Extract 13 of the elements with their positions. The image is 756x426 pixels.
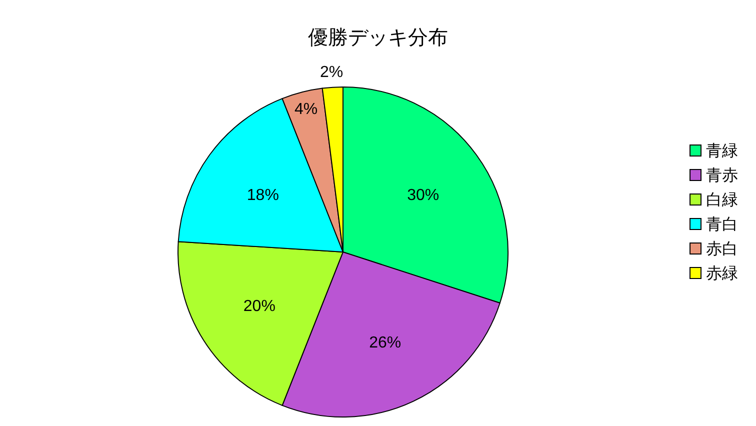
legend-label: 赤白 xyxy=(706,240,738,258)
chart-title: 優勝デッキ分布 xyxy=(308,27,448,49)
legend-label: 青赤 xyxy=(706,166,738,184)
legend-label: 青緑 xyxy=(706,142,738,160)
legend-label: 赤緑 xyxy=(706,264,738,282)
data-label: 30% xyxy=(407,186,440,204)
data-label: 26% xyxy=(369,334,402,352)
data-label: 18% xyxy=(246,186,279,204)
data-label: 4% xyxy=(294,101,318,118)
data-label: 2% xyxy=(320,64,344,81)
legend-label: 白緑 xyxy=(706,192,738,209)
legend-label: 青白 xyxy=(706,216,738,234)
data-label: 20% xyxy=(243,298,276,316)
